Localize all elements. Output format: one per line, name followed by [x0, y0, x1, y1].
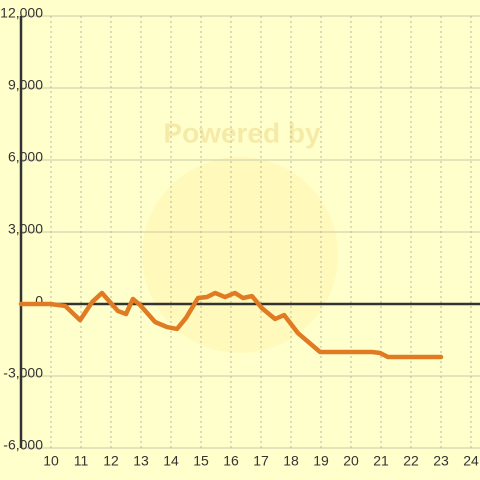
- y-tick-label: -6,000: [3, 437, 43, 453]
- x-tick-label: 10: [43, 453, 59, 469]
- x-tick-label: 19: [313, 453, 329, 469]
- x-tick-label: 17: [253, 453, 269, 469]
- x-tick-label: 18: [283, 453, 299, 469]
- y-tick-label: 12,000: [0, 5, 43, 21]
- x-tick-label: 24: [463, 453, 479, 469]
- x-tick-label: 16: [223, 453, 239, 469]
- x-tick-label: 15: [193, 453, 209, 469]
- data-line: [18, 290, 444, 360]
- x-tick-label: 12: [103, 453, 119, 469]
- x-tick-label: 23: [433, 453, 449, 469]
- y-tick-label: 9,000: [8, 77, 43, 93]
- y-tick-label: 6,000: [8, 149, 43, 165]
- x-tick-label: 13: [133, 453, 149, 469]
- x-tick-label: 22: [403, 453, 419, 469]
- x-tick-label: 21: [373, 453, 389, 469]
- y-tick-label: 0: [35, 293, 43, 309]
- x-tick-label: 11: [74, 453, 89, 469]
- x-tick-label: 14: [163, 453, 179, 469]
- x-tick-label: 20: [343, 453, 359, 469]
- watermark: Powered by: [163, 117, 321, 148]
- y-tick-label: -3,000: [3, 365, 43, 381]
- y-tick-label: 3,000: [8, 221, 43, 237]
